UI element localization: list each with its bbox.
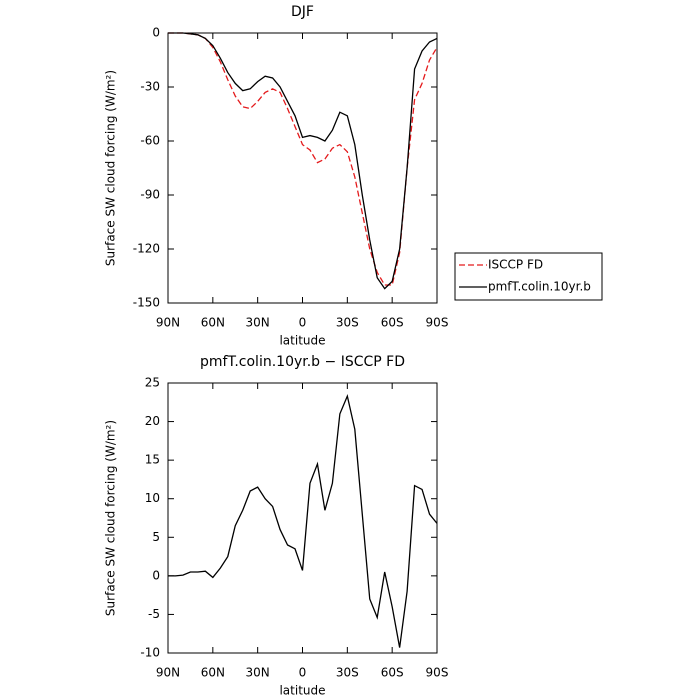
x-tick-label: 90S (426, 666, 449, 680)
y-tick-label: 25 (145, 376, 160, 390)
x-tick-label: 30S (336, 316, 359, 330)
x-tick-label: 60N (201, 316, 225, 330)
y-tick-label: 15 (145, 453, 160, 467)
y-tick-label: -150 (133, 296, 160, 310)
y-tick-label: 5 (152, 530, 160, 544)
chart-title: pmfT.colin.10yr.b − ISCCP FD (200, 354, 405, 370)
x-tick-label: 0 (299, 316, 307, 330)
x-tick-label: 90N (156, 666, 180, 680)
x-tick-label: 90N (156, 316, 180, 330)
x-tick-label: 30S (336, 666, 359, 680)
plot-frame (167, 382, 438, 654)
x-axis-label: latitude (279, 334, 325, 348)
x-axis-label: latitude (279, 684, 325, 698)
x-tick-label: 60S (381, 666, 404, 680)
y-tick-label: -60 (140, 134, 160, 148)
y-tick-label: 0 (152, 26, 160, 40)
data-line (168, 393, 438, 648)
y-axis-label: Surface SW cloud forcing (W/m²) (104, 420, 118, 616)
y-tick-label: -120 (133, 242, 160, 256)
y-tick-label: 0 (152, 568, 160, 582)
legend-label: pmfT.colin.10yr.b (488, 280, 591, 294)
y-tick-label: -90 (140, 188, 160, 202)
x-tick-label: 30N (246, 666, 270, 680)
y-tick-label: 10 (145, 491, 160, 505)
y-axis-label: Surface SW cloud forcing (W/m²) (104, 70, 118, 266)
x-tick-label: 60S (381, 316, 404, 330)
x-tick-label: 30N (246, 316, 270, 330)
y-tick-label: 20 (145, 414, 160, 428)
y-tick-label: -30 (140, 80, 160, 94)
y-tick-label: -5 (148, 607, 160, 621)
x-tick-label: 0 (299, 666, 307, 680)
y-tick-label: -10 (140, 646, 160, 660)
data-line (168, 32, 438, 286)
legend-label: ISCCP FD (488, 258, 543, 272)
x-tick-label: 90S (426, 316, 449, 330)
chart-title: DJF (291, 4, 314, 20)
data-line (168, 32, 438, 290)
legend-box (454, 252, 603, 301)
x-tick-label: 60N (201, 666, 225, 680)
